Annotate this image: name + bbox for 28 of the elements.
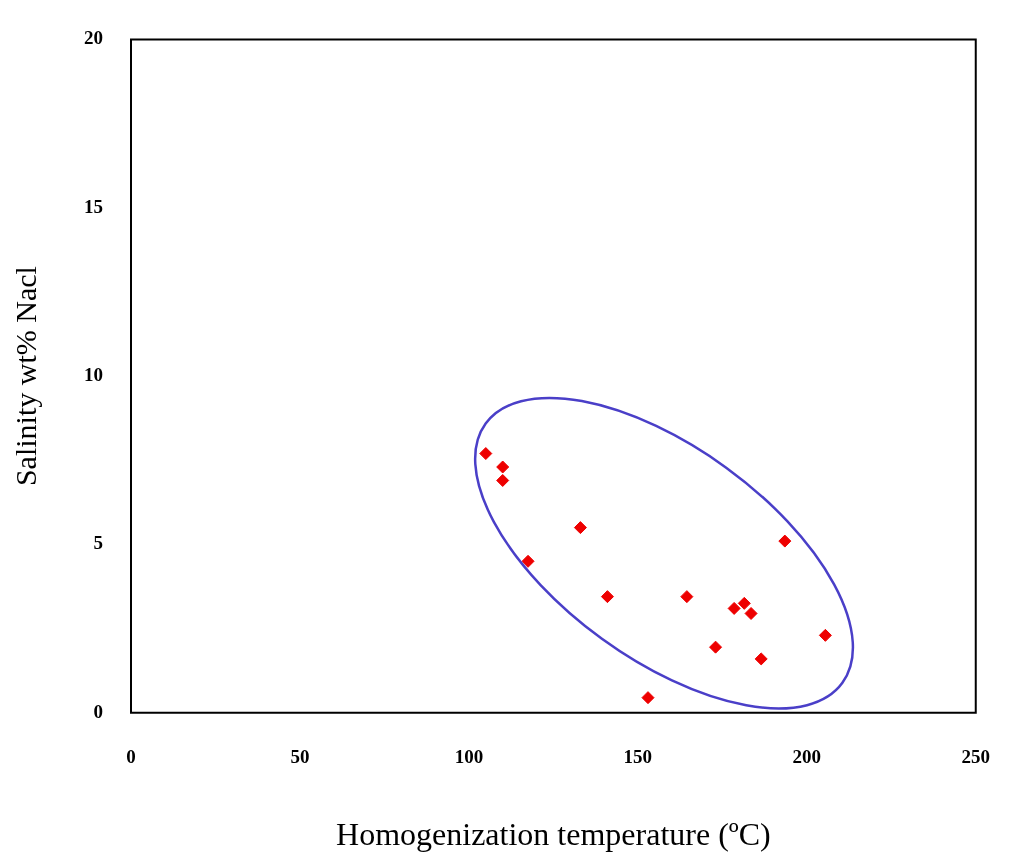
- point: [709, 640, 723, 654]
- x-tick-label: 100: [454, 746, 484, 768]
- x-tick-label: 0: [126, 746, 136, 768]
- point: [496, 473, 510, 487]
- x-tick-label: 50: [290, 746, 310, 768]
- point: [573, 521, 587, 535]
- y-tick-label: 20: [84, 27, 103, 49]
- y-tick-label: 0: [93, 700, 103, 722]
- point: [479, 447, 493, 461]
- x-tick-label: 200: [792, 746, 822, 768]
- x-tick-label: 150: [623, 746, 653, 768]
- y-axis-title: Salinity wt% Nacl: [8, 266, 42, 487]
- point: [680, 590, 694, 604]
- point: [600, 590, 614, 604]
- point: [496, 460, 510, 474]
- point: [744, 606, 758, 620]
- point: [737, 596, 751, 610]
- y-tick-label: 10: [84, 364, 103, 386]
- point: [754, 652, 768, 666]
- x-axis-title: Homogenization temperature (ºC): [336, 816, 771, 853]
- x-tick-label: 250: [961, 746, 990, 768]
- point: [818, 628, 832, 642]
- point: [521, 554, 535, 568]
- y-tick-label: 15: [84, 195, 103, 217]
- y-tick-label: 5: [93, 532, 103, 554]
- point: [727, 601, 741, 615]
- point: [778, 534, 792, 548]
- point: [641, 691, 655, 705]
